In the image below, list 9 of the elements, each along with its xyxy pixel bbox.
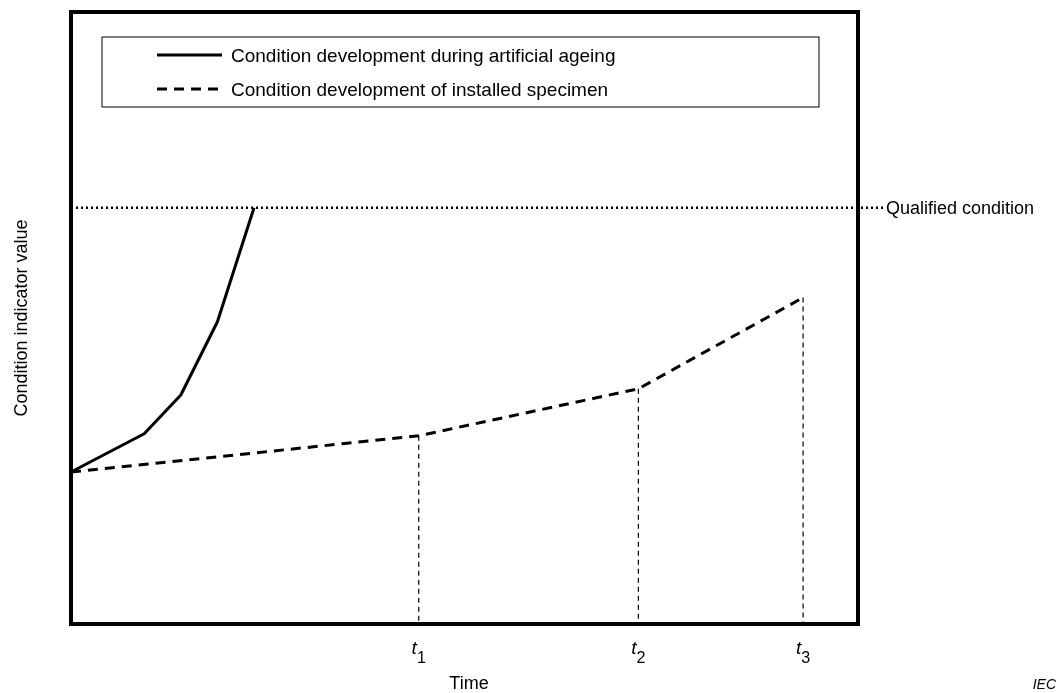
legend-label: Condition development of installed specimen xyxy=(231,79,609,100)
x-tick-label: t$_{2}$ xyxy=(631,637,646,666)
x-tick-label: t$_{1}$ xyxy=(411,637,426,666)
y-axis-title: Condition indicator value xyxy=(11,219,31,417)
x-tick-label: t$_{3}$ xyxy=(795,637,811,666)
ref-line-label: Qualified condition xyxy=(886,197,1035,218)
legend-label: Condition development during artificial ageing xyxy=(231,45,616,66)
x-axis-title: Time xyxy=(449,673,489,693)
text: IEC xyxy=(1032,676,1057,692)
